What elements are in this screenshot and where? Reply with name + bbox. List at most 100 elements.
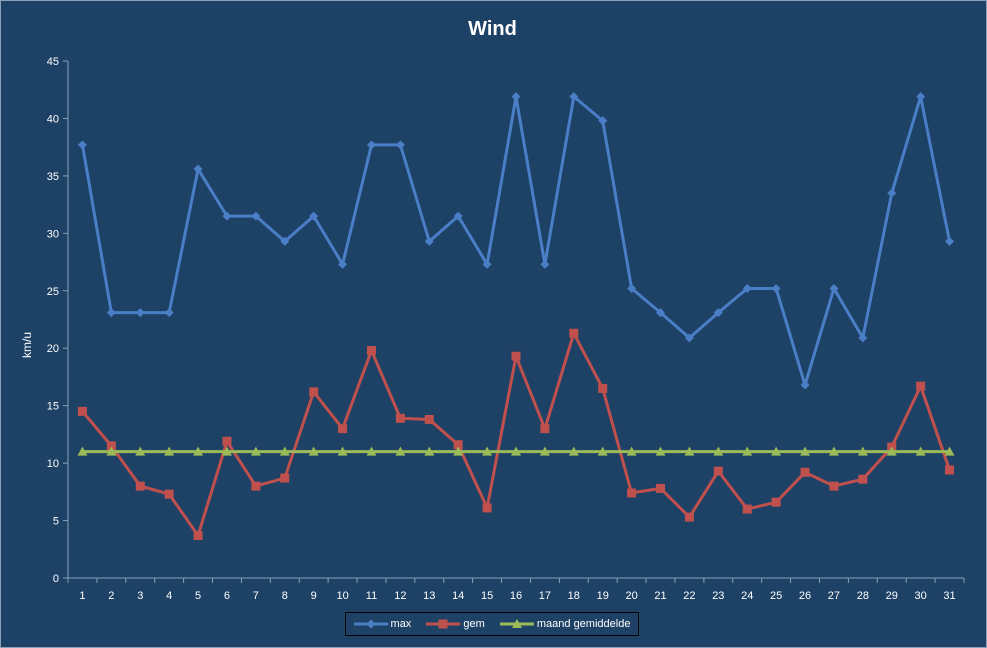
x-tick-label: 25 <box>770 590 782 602</box>
data-point-maand-gemiddelde <box>453 446 464 456</box>
data-point-maand-gemiddelde <box>742 446 753 456</box>
data-point-gem <box>511 351 521 361</box>
data-point-gem <box>858 474 868 484</box>
data-point-max <box>569 92 579 102</box>
legend-swatch <box>499 619 534 628</box>
data-point-gem <box>395 413 405 423</box>
data-point-maand-gemiddelde <box>424 446 435 456</box>
data-point-gem <box>366 346 376 356</box>
data-point-max <box>453 211 463 221</box>
legend-entry: gem <box>426 618 485 630</box>
x-tick-label: 11 <box>366 590 377 602</box>
data-point-max <box>338 259 348 269</box>
data-point-max <box>858 333 868 343</box>
data-point-max <box>598 116 608 126</box>
data-point-gem <box>424 414 434 424</box>
x-tick-label: 26 <box>799 590 811 602</box>
data-point-gem <box>309 387 319 397</box>
data-point-gem <box>251 481 261 491</box>
x-tick-label: 2 <box>108 590 114 602</box>
data-point-gem <box>916 381 926 391</box>
data-point-gem <box>771 497 781 507</box>
y-tick-label: 5 <box>53 516 59 528</box>
data-point-maand-gemiddelde <box>597 446 608 456</box>
data-point-maand-gemiddelde <box>193 446 204 456</box>
data-point-gem <box>135 481 145 491</box>
data-point-gem <box>222 436 232 446</box>
data-point-max <box>713 308 723 318</box>
data-point-gem <box>945 465 955 475</box>
x-tick-label: 9 <box>311 590 317 602</box>
data-point-max <box>656 308 666 318</box>
data-point-gem <box>193 530 203 540</box>
data-point-maand-gemiddelde <box>568 446 579 456</box>
data-point-max <box>627 283 637 293</box>
x-tick-label: 14 <box>452 590 464 602</box>
data-point-max <box>77 140 87 150</box>
data-point-gem <box>656 483 666 493</box>
x-tick-label: 18 <box>568 590 580 602</box>
data-point-max <box>395 140 405 150</box>
x-tick-label: 21 <box>654 590 666 602</box>
data-point-maand-gemiddelde <box>221 446 232 456</box>
data-point-maand-gemiddelde <box>684 446 695 456</box>
data-point-maand-gemiddelde <box>886 446 897 456</box>
data-point-max <box>424 236 434 246</box>
x-tick-label: 28 <box>857 590 869 602</box>
x-tick-label: 1 <box>79 590 85 602</box>
data-point-gem <box>684 512 694 522</box>
y-tick-label: 35 <box>47 171 59 183</box>
data-point-gem <box>280 473 290 483</box>
x-tick-label: 20 <box>625 590 637 602</box>
x-tick-label: 19 <box>597 590 609 602</box>
legend-swatch <box>353 619 388 629</box>
legend-swatch <box>426 619 461 629</box>
data-point-maand-gemiddelde <box>828 446 839 456</box>
data-point-max <box>887 188 897 198</box>
data-point-maand-gemiddelde <box>800 446 811 456</box>
x-tick-label: 5 <box>195 590 201 602</box>
data-point-maand-gemiddelde <box>337 446 348 456</box>
data-point-maand-gemiddelde <box>308 446 319 456</box>
data-point-maand-gemiddelde <box>135 446 146 456</box>
data-point-max <box>511 92 521 102</box>
data-point-maand-gemiddelde <box>539 446 550 456</box>
data-point-maand-gemiddelde <box>77 446 88 456</box>
x-tick-label: 30 <box>915 590 927 602</box>
data-point-max <box>309 211 319 221</box>
x-tick-label: 4 <box>166 590 172 602</box>
data-point-gem <box>77 406 87 416</box>
data-point-maand-gemiddelde <box>857 446 868 456</box>
x-tick-label: 31 <box>943 590 955 602</box>
data-point-gem <box>800 467 810 477</box>
x-tick-label: 29 <box>886 590 898 602</box>
data-point-maand-gemiddelde <box>713 446 724 456</box>
data-point-maand-gemiddelde <box>944 446 955 456</box>
data-point-gem <box>569 328 579 338</box>
data-point-maand-gemiddelde <box>250 446 261 456</box>
data-point-maand-gemiddelde <box>511 446 521 456</box>
data-point-gem <box>598 383 608 393</box>
x-tick-label: 6 <box>224 590 230 602</box>
y-tick-label: 15 <box>47 401 59 413</box>
y-tick-label: 45 <box>47 56 59 68</box>
x-tick-label: 23 <box>712 590 724 602</box>
data-point-gem <box>453 440 463 450</box>
series-line-gem <box>81 331 951 537</box>
data-point-gem <box>742 504 752 514</box>
data-point-max <box>193 164 203 174</box>
data-point-max <box>800 380 810 390</box>
legend-entry: maand gemiddelde <box>499 618 630 630</box>
data-point-gem <box>338 424 348 434</box>
data-point-maand-gemiddelde <box>106 446 117 456</box>
legend: max gem maand gemiddelde <box>345 612 639 636</box>
legend-entry: max <box>353 618 411 630</box>
data-point-max <box>251 211 261 221</box>
data-point-maand-gemiddelde <box>366 446 377 456</box>
x-tick-label: 3 <box>137 590 143 602</box>
x-tick-label: 27 <box>828 590 840 602</box>
data-point-max <box>482 259 492 269</box>
data-point-maand-gemiddelde <box>482 446 493 456</box>
chart-title: Wind <box>468 18 517 40</box>
data-point-maand-gemiddelde <box>279 446 290 456</box>
